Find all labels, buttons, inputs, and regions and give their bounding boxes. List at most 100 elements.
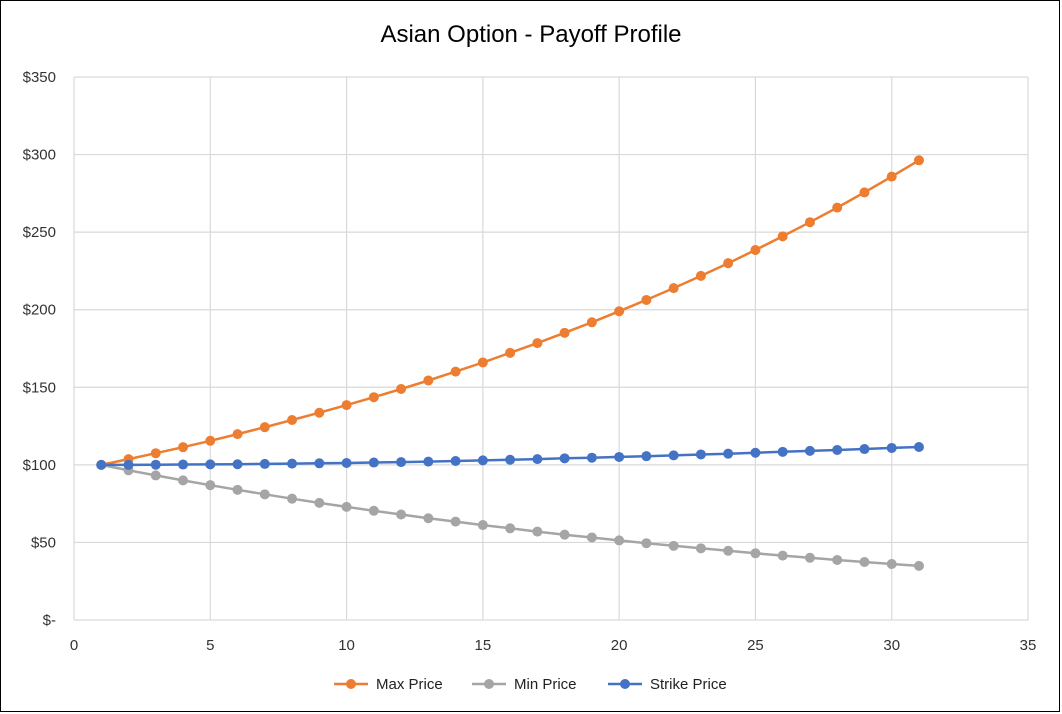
data-point [886,442,897,453]
data-point [832,444,843,455]
data-point [559,529,570,540]
data-point [232,459,243,470]
data-point [96,459,107,470]
data-point [777,550,788,561]
x-tick-label: 25 [747,637,764,654]
data-point [859,444,870,455]
data-point [614,451,625,462]
data-point [178,475,189,486]
data-point [668,283,679,294]
data-point [641,294,652,305]
data-point [532,526,543,537]
data-point [559,327,570,338]
gridlines [73,76,1029,621]
data-point [586,532,597,543]
data-point [341,501,352,512]
x-tick-label: 5 [206,637,214,654]
data-point [804,445,815,456]
data-point [668,450,679,461]
data-point [913,442,924,453]
chart-title: Asian Option - Payoff Profile [380,21,681,48]
x-tick-label: 35 [1020,637,1037,654]
data-point [178,459,189,470]
data-point [423,375,434,386]
data-point [586,317,597,328]
data-point [341,457,352,468]
series-lines [101,159,920,568]
y-tick-label: $50 [31,534,56,551]
data-point [314,458,325,469]
data-point [832,202,843,213]
data-point [695,270,706,281]
data-point [178,442,189,453]
data-point [341,400,352,411]
data-point [750,447,761,458]
data-point [668,540,679,551]
x-tick-label: 20 [611,637,628,654]
data-point [232,429,243,440]
legend-label: Min Price [514,676,577,693]
data-point [259,489,270,500]
data-point [150,470,161,481]
data-point [477,357,488,368]
legend-marker [484,679,494,689]
data-point [505,347,516,358]
y-tick-label: $200 [23,302,56,319]
data-point [750,244,761,255]
data-point [450,455,461,466]
y-tick-label: $- [43,612,56,629]
data-point [423,456,434,467]
data-point [477,520,488,531]
data-point [423,513,434,524]
data-point [859,187,870,198]
data-point [695,449,706,460]
data-point [804,217,815,228]
data-point [205,435,216,446]
data-point [368,392,379,403]
data-point [205,480,216,491]
data-point [641,451,652,462]
data-point [150,448,161,459]
data-point [287,493,298,504]
data-point [532,454,543,465]
legend-label: Max Price [376,676,443,693]
x-tick-label: 10 [338,637,355,654]
data-point [287,458,298,469]
data-point [477,455,488,466]
data-point [695,543,706,554]
data-point [259,422,270,433]
x-tick-label: 30 [883,637,900,654]
data-point [559,453,570,464]
data-point [532,338,543,349]
data-point [505,523,516,534]
legend: Max Price Min Price Strike Price [334,676,727,693]
legend-marker [346,679,356,689]
y-axis-ticks: $- $50 $100 $150 $200 $250 $300 $350 [23,69,56,629]
data-point [450,516,461,527]
y-tick-label: $300 [23,147,56,164]
data-point [777,446,788,457]
data-point [314,407,325,418]
legend-marker [620,679,630,689]
data-point [859,556,870,567]
data-point [396,457,407,468]
data-point [396,383,407,394]
data-point [123,459,134,470]
series-points [96,155,924,571]
data-point [723,545,734,556]
data-point [259,458,270,469]
data-point [804,552,815,563]
data-point [886,558,897,569]
series-line [101,463,920,568]
x-tick-label: 0 [70,637,78,654]
data-point [913,155,924,166]
data-point [368,505,379,516]
data-point [641,538,652,549]
series-line [101,159,920,467]
data-point [913,560,924,571]
data-point [886,171,897,182]
x-axis-ticks: 0 5 10 15 20 25 30 35 [70,637,1037,654]
data-point [396,509,407,520]
y-tick-label: $350 [23,69,56,86]
